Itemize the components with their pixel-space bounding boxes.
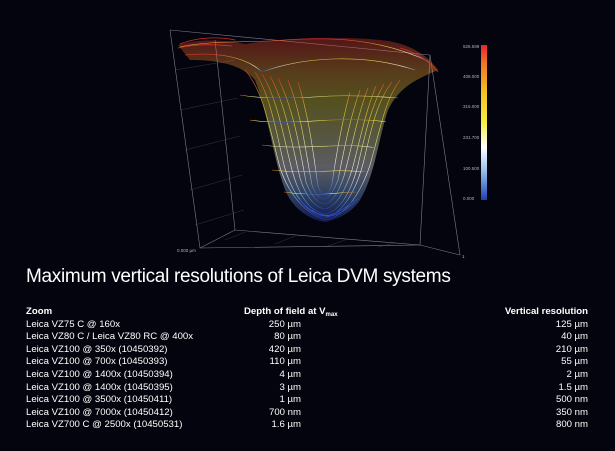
zoom-cell: Leica VZ80 C / Leica VZ80 RC @ 400x: [26, 331, 194, 343]
depth-of-field-cell: 700 nm: [269, 406, 301, 418]
table-header-row: Zoom Depth of field at Vmax Vertical res…: [26, 306, 588, 319]
vertical-resolution-cell: 2 µm: [566, 368, 588, 380]
table-row: Leica VZ700 C @ 2500x (10450531) 1.6 µm 80…: [26, 419, 588, 432]
depth-of-field-cell: 1 µm: [279, 394, 301, 406]
table-row: Leica VZ100 @ 3500x (10450411) 1 µm 500 nm: [26, 394, 588, 407]
vertical-resolution-cell: 800 nm: [556, 419, 588, 431]
vertical-resolution-cell: 500 nm: [556, 394, 588, 406]
zoom-cell: Leica VZ100 @ 3500x (10450411): [26, 394, 173, 406]
zoom-cell: Leica VZ100 @ 700x (10450393): [26, 356, 168, 368]
zoom-cell: Leica VZ100 @ 7000x (10450412): [26, 406, 173, 418]
vertical-resolution-cell: 210 µm: [555, 343, 588, 355]
table-row: Leica VZ100 @ 700x (10450393) 110 µm 55 µm: [26, 356, 588, 369]
table-row: Leica VZ100 @ 7000x (10450412) 700 nm 350 …: [26, 407, 588, 420]
depth-of-field-cell: 250 µm: [268, 318, 301, 330]
colorbar-tick: 0.000: [463, 196, 475, 201]
colorbar-tick: 100.500: [463, 166, 480, 171]
zoom-cell: Leica VZ700 C @ 2500x (10450531): [26, 419, 183, 431]
zoom-cell: Leica VZ100 @ 1400x (10450394): [26, 368, 173, 380]
surface-mesh: [177, 37, 439, 223]
table-row: Leica VZ100 @ 1400x (10450395) 3 µm 1.5 µm: [26, 382, 588, 395]
table-row: Leica VZ100 @ 350x (10450392) 420 µm 210 µ…: [26, 344, 588, 357]
depth-of-field-cell: 3 µm: [279, 381, 301, 393]
depth-of-field-cell: 420 µm: [268, 343, 301, 355]
vertical-resolution-cell: 55 µm: [561, 356, 588, 368]
table-row: Leica VZ75 C @ 160x 250 µm 125 µm: [26, 319, 588, 332]
colorbar-tick: 408.000: [463, 74, 480, 79]
colorbar: [481, 45, 487, 200]
surface-plot-figure: 526.599 408.000 315.000 231.700 100.500 …: [169, 29, 487, 259]
resolution-table: Zoom Depth of field at Vmax Vertical res…: [26, 306, 588, 432]
colorbar-tick: 231.700: [463, 135, 480, 140]
depth-of-field-cell: 1.6 µm: [271, 419, 301, 431]
vertical-resolution-cell: 1.5 µm: [558, 381, 588, 393]
vertical-resolution-cell: 350 nm: [556, 406, 588, 418]
header-vertical-resolution: Vertical resolution: [504, 306, 588, 317]
depth-of-field-cell: 4 µm: [279, 368, 301, 380]
grid-lines: [174, 59, 396, 248]
table-row: Leica VZ80 C / Leica VZ80 RC @ 400x 80 µm…: [26, 331, 588, 344]
bounding-box: [169, 29, 461, 256]
colorbar-tick: 526.599: [463, 44, 480, 49]
zoom-cell: Leica VZ75 C @ 160x: [26, 318, 120, 330]
axis-label: 0.000 µm: [177, 248, 196, 253]
vertical-resolution-cell: 125 µm: [555, 318, 588, 330]
header-depth-of-field: Depth of field at Vmax: [244, 306, 338, 318]
axis-label: 1: [462, 254, 465, 259]
zoom-cell: Leica VZ100 @ 1400x (10450395): [26, 381, 173, 393]
zoom-cell: Leica VZ100 @ 350x (10450392): [26, 343, 168, 355]
table-row: Leica VZ100 @ 1400x (10450394) 4 µm 2 µm: [26, 369, 588, 382]
depth-of-field-cell: 110 µm: [269, 356, 301, 368]
page-title: Maximum vertical resolutions of Leica DV…: [26, 266, 451, 287]
depth-of-field-cell: 80 µm: [274, 331, 301, 343]
header-zoom: Zoom: [26, 306, 53, 317]
vertical-resolution-cell: 40 µm: [561, 331, 588, 343]
colorbar-tick: 315.000: [463, 104, 480, 109]
